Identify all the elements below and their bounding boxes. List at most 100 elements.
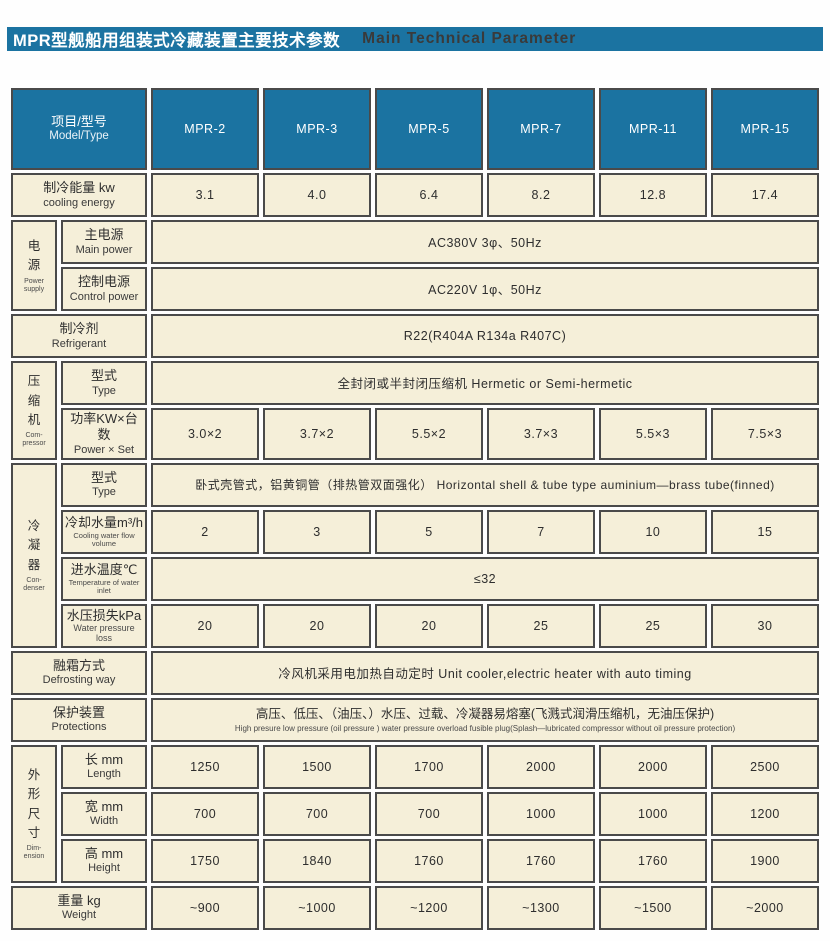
row-weight: 重量 kg Weight ~900 ~1000 ~1200 ~1300 ~150… [11, 885, 819, 930]
value-cell-span: AC220V 1φ、50Hz [151, 267, 819, 311]
model-header-mpr11: MPR-11 [598, 88, 707, 170]
value-cell: 4.0 [263, 173, 371, 217]
label-en: Protections [51, 721, 107, 734]
row-compressor-type: 压 缩 机 Com- pressor 型式 Type 全封闭或半封闭压缩机 He… [11, 361, 819, 460]
main-power-value: AC380V 3φ、50Hz [428, 236, 542, 250]
height-value: 1760 [638, 853, 668, 868]
group-label-dimension: 外 形 尺 寸 Dim- ension [11, 744, 57, 883]
header-label-zh: 项目/型号 [51, 113, 107, 129]
label-zh: 主电源 [84, 227, 124, 243]
value-cell: 17.4 [710, 173, 819, 217]
cooling-water-value: 5 [425, 524, 433, 539]
value-cell: 1760 [598, 838, 707, 883]
value-cell: ~2000 [710, 885, 819, 930]
label-compressor-type: 型式 Type [61, 361, 148, 405]
value-cell: 1200 [710, 791, 819, 836]
value-cell: 20 [151, 603, 259, 648]
value-cell: 25 [486, 603, 595, 648]
row-length: 外 形 尺 寸 Dim- ension 长 mm Length 1250 150… [11, 744, 819, 883]
value-cell-span: 高压、低压、（油压、）水压、过载、冷凝器易熔塞(飞溅式润滑压缩机，无油压保护) … [151, 697, 819, 742]
label-en: Power × Set [73, 443, 135, 456]
label-en: Weight [61, 909, 97, 922]
value-cell: 1760 [486, 838, 595, 883]
row-pressure-loss: 水压损失kPa Water pressure loss 20 20 20 25 … [11, 603, 819, 648]
weight-value: ~1200 [410, 900, 448, 915]
group-zh: 冷 凝 器 [27, 519, 41, 572]
row-cooling-water: 冷却水量m³/h Cooling water flow volume 2 3 5… [11, 509, 819, 554]
page-title: MPR型舰船用组装式冷藏装置主要技术参数 Main Technical Para… [7, 27, 823, 51]
spec-table: 项目/型号 Model/Type MPR-2 MPR-3 MPR-5 MPR-7… [7, 85, 823, 933]
label-en: Control power [69, 290, 139, 303]
label-zh: 制冷能量 kw [43, 180, 115, 196]
value-cell: 30 [710, 603, 819, 648]
value-cell: 1900 [710, 838, 819, 883]
height-value: 1900 [750, 853, 780, 868]
value-cell: 1840 [263, 838, 371, 883]
label-zh: 宽 mm [84, 798, 124, 814]
label-protections: 保护装置 Protections [11, 697, 148, 742]
model-header-mpr7: MPR-7 [486, 88, 595, 170]
height-value: 1760 [414, 853, 444, 868]
value-cell-span: 卧式壳管式，铝黄铜管（排热管双面强化） Horizontal shell & t… [151, 462, 819, 507]
model-header-mpr3: MPR-3 [263, 88, 371, 170]
model-name: MPR-5 [408, 122, 450, 136]
value-cell: 3 [263, 509, 371, 554]
label-zh: 重量 kg [57, 892, 101, 908]
label-en: Height [88, 862, 120, 875]
cooling-energy-value: 12.8 [639, 188, 667, 202]
power-set-value: 3.0×2 [187, 426, 223, 441]
label-weight: 重量 kg Weight [11, 885, 148, 930]
value-cell: 20 [263, 603, 371, 648]
label-width: 宽 mm Width [61, 791, 148, 836]
label-inlet-temp: 进水温度℃ Temperature of water inlet [61, 556, 148, 601]
label-defrost: 融霜方式 Defrosting way [11, 650, 148, 695]
group-en: Dim- ension [23, 845, 45, 861]
label-en: Type [92, 384, 116, 397]
length-value: 1700 [414, 759, 444, 774]
value-cell: 1760 [374, 838, 483, 883]
label-en: Defrosting way [42, 674, 116, 687]
value-cell-span: AC380V 3φ、50Hz [151, 220, 819, 264]
value-cell: 1000 [598, 791, 707, 836]
value-cell: 1250 [151, 744, 259, 789]
value-cell-span: 冷风机采用电加热自动定时 Unit cooler,electric heater… [151, 650, 819, 695]
value-cell: 7 [486, 509, 595, 554]
value-cell: 2 [151, 509, 259, 554]
group-en: Con- denser [23, 577, 45, 593]
label-main-power: 主电源 Main power [61, 220, 148, 264]
power-set-value: 3.7×3 [523, 426, 559, 441]
model-name: MPR-15 [740, 122, 790, 136]
label-zh: 进水温度℃ [70, 562, 138, 578]
pressure-loss-value: 20 [421, 618, 437, 633]
length-value: 1500 [302, 759, 332, 774]
pressure-loss-value: 25 [533, 618, 549, 633]
power-set-value: 3.7×2 [299, 426, 335, 441]
value-cell: 700 [374, 791, 483, 836]
weight-value: ~1300 [522, 900, 560, 915]
value-cell: ~1500 [598, 885, 707, 930]
label-zh: 型式 [91, 368, 118, 384]
width-value: 1000 [638, 806, 668, 821]
label-cooling-water: 冷却水量m³/h Cooling water flow volume [61, 509, 148, 554]
table-header-row: 项目/型号 Model/Type MPR-2 MPR-3 MPR-5 MPR-7… [11, 88, 819, 170]
value-cell: 3.1 [151, 173, 259, 217]
label-zh: 长 mm [84, 751, 124, 767]
model-name: MPR-3 [296, 122, 338, 136]
value-cell: 5.5×2 [374, 408, 483, 460]
value-cell: 2000 [598, 744, 707, 789]
model-name: MPR-11 [628, 122, 677, 136]
label-zh: 控制电源 [78, 274, 131, 290]
value-cell: ~900 [151, 885, 259, 930]
label-zh: 水压损失kPa [66, 607, 142, 623]
compressor-type-value: 全封闭或半封闭压缩机 Hermetic or Semi-hermetic [337, 377, 633, 391]
height-value: 1840 [302, 853, 332, 868]
value-cell: 6.4 [374, 173, 483, 217]
height-value: 1760 [526, 853, 556, 868]
power-set-value: 5.5×2 [411, 426, 447, 441]
value-cell: 2500 [710, 744, 819, 789]
row-control-power: 控制电源 Control power AC220V 1φ、50Hz [11, 267, 819, 311]
weight-value: ~900 [189, 900, 221, 915]
value-cell: 5 [374, 509, 483, 554]
control-power-value: AC220V 1φ、50Hz [428, 283, 542, 297]
weight-value: ~1000 [298, 900, 336, 915]
